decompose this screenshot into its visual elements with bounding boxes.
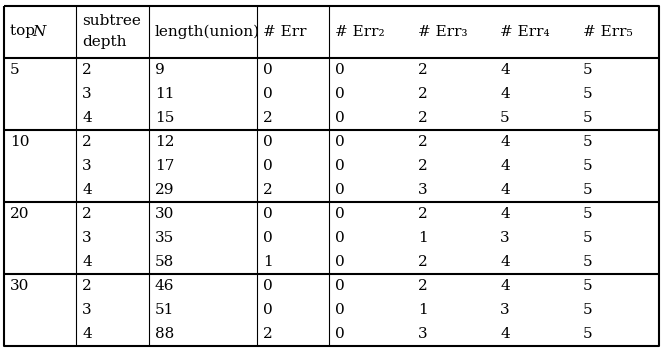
Text: 12: 12 — [154, 134, 174, 148]
Text: 0: 0 — [335, 231, 345, 245]
Text: 0: 0 — [263, 278, 273, 292]
Text: 5: 5 — [583, 62, 592, 77]
Text: 17: 17 — [154, 159, 174, 172]
Text: 5: 5 — [583, 231, 592, 245]
Text: 4: 4 — [82, 111, 92, 125]
Text: 0: 0 — [335, 134, 345, 148]
Text: 2: 2 — [418, 206, 428, 220]
Text: 51: 51 — [154, 303, 174, 317]
Text: 0: 0 — [335, 278, 345, 292]
Text: # Err₃: # Err₃ — [418, 25, 467, 39]
Text: 30: 30 — [10, 278, 29, 292]
Text: 5: 5 — [583, 183, 592, 197]
Text: 5: 5 — [583, 86, 592, 100]
Text: 4: 4 — [501, 159, 510, 172]
Text: length(union): length(union) — [154, 24, 260, 39]
Text: 4: 4 — [501, 134, 510, 148]
Text: 4: 4 — [82, 183, 92, 197]
Text: 2: 2 — [82, 134, 92, 148]
Text: # Err₂: # Err₂ — [335, 25, 385, 39]
Text: 0: 0 — [335, 62, 345, 77]
Text: 4: 4 — [501, 254, 510, 269]
Text: 9: 9 — [154, 62, 164, 77]
Text: 3: 3 — [82, 159, 92, 172]
Text: 2: 2 — [82, 62, 92, 77]
Text: 2: 2 — [82, 206, 92, 220]
Text: 10: 10 — [10, 134, 29, 148]
Text: # Err₅: # Err₅ — [583, 25, 633, 39]
Text: 4: 4 — [501, 62, 510, 77]
Text: 0: 0 — [335, 303, 345, 317]
Text: # Err₄: # Err₄ — [501, 25, 550, 39]
Text: 5: 5 — [583, 206, 592, 220]
Text: 1: 1 — [418, 303, 428, 317]
Text: 0: 0 — [263, 159, 273, 172]
Text: 5: 5 — [583, 303, 592, 317]
Text: 5: 5 — [583, 326, 592, 340]
Text: 5: 5 — [583, 278, 592, 292]
Text: top: top — [10, 25, 40, 39]
Text: # Err: # Err — [263, 25, 307, 39]
Text: 4: 4 — [501, 278, 510, 292]
Text: 3: 3 — [501, 303, 510, 317]
Text: 0: 0 — [263, 206, 273, 220]
Text: 5: 5 — [583, 159, 592, 172]
Text: 5: 5 — [583, 134, 592, 148]
Text: 4: 4 — [501, 86, 510, 100]
Text: 1: 1 — [263, 254, 273, 269]
Text: 1: 1 — [418, 231, 428, 245]
Text: 2: 2 — [418, 278, 428, 292]
Text: 3: 3 — [418, 326, 428, 340]
Text: 58: 58 — [154, 254, 174, 269]
Text: 15: 15 — [154, 111, 174, 125]
Text: 0: 0 — [263, 303, 273, 317]
Text: depth: depth — [82, 35, 127, 49]
Text: 2: 2 — [418, 62, 428, 77]
Text: 2: 2 — [418, 159, 428, 172]
Text: 0: 0 — [335, 254, 345, 269]
Text: 20: 20 — [10, 206, 29, 220]
Text: 4: 4 — [501, 206, 510, 220]
Text: 2: 2 — [263, 111, 273, 125]
Text: 5: 5 — [583, 111, 592, 125]
Text: 2: 2 — [418, 111, 428, 125]
Text: 0: 0 — [335, 326, 345, 340]
Text: 3: 3 — [82, 303, 92, 317]
Text: 0: 0 — [263, 86, 273, 100]
Text: 30: 30 — [154, 206, 174, 220]
Text: 5: 5 — [10, 62, 20, 77]
Text: 88: 88 — [154, 326, 174, 340]
Text: 0: 0 — [335, 86, 345, 100]
Text: 2: 2 — [418, 86, 428, 100]
Text: N: N — [32, 25, 45, 39]
Text: 0: 0 — [335, 206, 345, 220]
Text: 3: 3 — [82, 231, 92, 245]
Text: 2: 2 — [418, 134, 428, 148]
Text: 29: 29 — [154, 183, 174, 197]
Text: 35: 35 — [154, 231, 174, 245]
Text: 3: 3 — [82, 86, 92, 100]
Text: 4: 4 — [82, 254, 92, 269]
Text: 0: 0 — [335, 159, 345, 172]
Text: 0: 0 — [263, 134, 273, 148]
Text: 4: 4 — [501, 183, 510, 197]
Text: 11: 11 — [154, 86, 174, 100]
Text: 2: 2 — [263, 326, 273, 340]
Text: 4: 4 — [82, 326, 92, 340]
Text: 2: 2 — [418, 254, 428, 269]
Text: 2: 2 — [263, 183, 273, 197]
Text: subtree: subtree — [82, 14, 141, 28]
Text: 5: 5 — [583, 254, 592, 269]
Text: 0: 0 — [335, 183, 345, 197]
Text: 4: 4 — [501, 326, 510, 340]
Text: 3: 3 — [501, 231, 510, 245]
Text: 5: 5 — [501, 111, 510, 125]
Text: 0: 0 — [263, 231, 273, 245]
Text: 3: 3 — [418, 183, 428, 197]
Text: 0: 0 — [335, 111, 345, 125]
Text: 0: 0 — [263, 62, 273, 77]
Text: 2: 2 — [82, 278, 92, 292]
Text: 46: 46 — [154, 278, 174, 292]
